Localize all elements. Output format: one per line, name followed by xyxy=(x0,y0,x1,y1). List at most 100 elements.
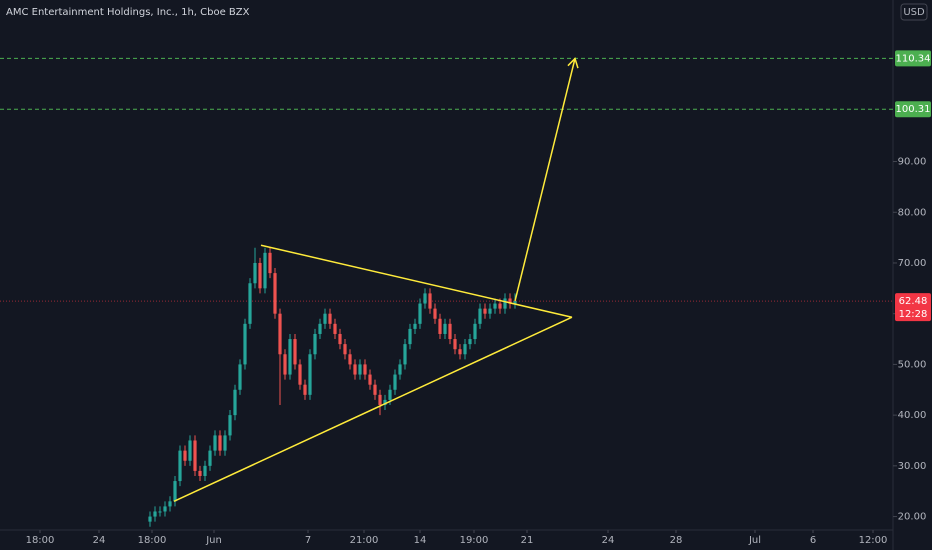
candle-body xyxy=(178,450,182,482)
candle-body xyxy=(423,293,427,304)
candle-body xyxy=(473,323,477,340)
x-tick-label: 21 xyxy=(521,535,534,546)
candle-body xyxy=(493,303,497,309)
candle-body xyxy=(233,389,237,416)
x-tick-label: 7 xyxy=(305,535,311,546)
candle-body xyxy=(463,344,467,355)
candle-body xyxy=(343,344,347,355)
candle-body xyxy=(333,323,337,334)
price-level-label: 110.34 xyxy=(896,53,931,64)
currency-box[interactable] xyxy=(900,3,928,21)
candle-body xyxy=(408,328,412,345)
candle-body xyxy=(438,318,442,334)
candle-body xyxy=(443,323,447,334)
candle-body xyxy=(263,252,267,289)
candle-body xyxy=(328,313,332,324)
candle-body xyxy=(433,308,437,319)
candle-body xyxy=(488,308,492,314)
candle-body xyxy=(428,293,432,309)
last-price-tag xyxy=(895,293,931,322)
candle-body xyxy=(148,516,152,522)
candle-body xyxy=(388,389,392,400)
arrow xyxy=(514,58,576,302)
candle-body xyxy=(393,374,397,390)
candle-body xyxy=(503,298,507,309)
candle-body xyxy=(268,252,272,274)
currency[interactable]: USD xyxy=(903,7,925,18)
candle-body xyxy=(248,283,252,324)
candle-body xyxy=(238,364,242,390)
candle-body xyxy=(378,394,382,405)
candle-body xyxy=(168,501,172,507)
x-tick-label: 12:00 xyxy=(859,535,888,546)
candle-body xyxy=(368,374,372,385)
candle-body xyxy=(228,415,232,436)
y-tick-label: 30.00 xyxy=(898,461,927,472)
candle-body xyxy=(173,481,177,502)
candle-body xyxy=(163,506,167,512)
candle-body xyxy=(373,384,377,395)
candle-body xyxy=(383,399,387,405)
candle-body xyxy=(323,313,327,324)
candle-body xyxy=(243,323,247,365)
candle-body xyxy=(498,303,502,309)
x-tick-label: 24 xyxy=(602,535,615,546)
trendline xyxy=(260,244,573,318)
candle-body xyxy=(273,273,277,314)
candle-body xyxy=(298,364,302,385)
candle-body xyxy=(338,333,342,345)
last-price-label: 62.48 xyxy=(899,296,928,307)
x-tick-label: 28 xyxy=(670,535,683,546)
candle-body xyxy=(283,354,287,375)
candle-body xyxy=(293,339,297,365)
candle-body xyxy=(188,440,192,461)
x-tick-label: 21:00 xyxy=(350,535,379,546)
candle-body xyxy=(313,333,317,355)
candle-body xyxy=(478,308,482,324)
x-tick-label: 18:00 xyxy=(26,535,55,546)
candle-body xyxy=(258,262,262,289)
x-tick-label: Jul xyxy=(748,535,761,546)
candle-body xyxy=(278,313,282,355)
candle-body xyxy=(448,323,452,340)
y-tick-label: 40.00 xyxy=(898,410,927,421)
x-tick-label: 19:00 xyxy=(460,535,489,546)
countdown: 12:28 xyxy=(899,309,928,320)
candle-body xyxy=(348,354,352,365)
candle-body xyxy=(453,339,457,350)
y-tick-label: 80.00 xyxy=(898,207,927,218)
candle-body xyxy=(203,465,207,476)
price-level-label: 100.31 xyxy=(896,104,931,115)
candle-body xyxy=(193,440,197,471)
chart-title: AMC Entertainment Holdings, Inc., 1h, Cb… xyxy=(6,7,250,18)
candle-body xyxy=(308,354,312,395)
y-tick-label: 20.00 xyxy=(898,512,927,523)
candle-body xyxy=(208,450,212,466)
candle-body xyxy=(513,301,517,304)
candle-body xyxy=(218,435,222,451)
candle-body xyxy=(418,303,422,324)
y-tick-label: 50.00 xyxy=(898,359,927,370)
x-tick-label: 14 xyxy=(414,535,427,546)
y-tick-label: 90.00 xyxy=(898,157,927,168)
arrow-head xyxy=(567,57,579,69)
candle-body xyxy=(413,323,417,329)
candle-body xyxy=(318,323,322,334)
candle-body xyxy=(403,344,407,365)
x-tick-label: 24 xyxy=(93,535,106,546)
candle-body xyxy=(398,364,402,375)
trendline xyxy=(173,316,573,503)
candle-body xyxy=(213,435,217,451)
candle-body xyxy=(288,339,292,375)
x-tick-label: 6 xyxy=(810,535,816,546)
candle-body xyxy=(353,364,357,375)
candle-body xyxy=(198,470,202,476)
price-level-tag xyxy=(895,50,931,67)
x-tick-label: 18:00 xyxy=(138,535,167,546)
candle-body xyxy=(183,450,187,461)
candle-body xyxy=(158,511,162,513)
y-tick-label: 70.00 xyxy=(898,258,927,269)
x-tick-label: Jun xyxy=(205,535,222,546)
